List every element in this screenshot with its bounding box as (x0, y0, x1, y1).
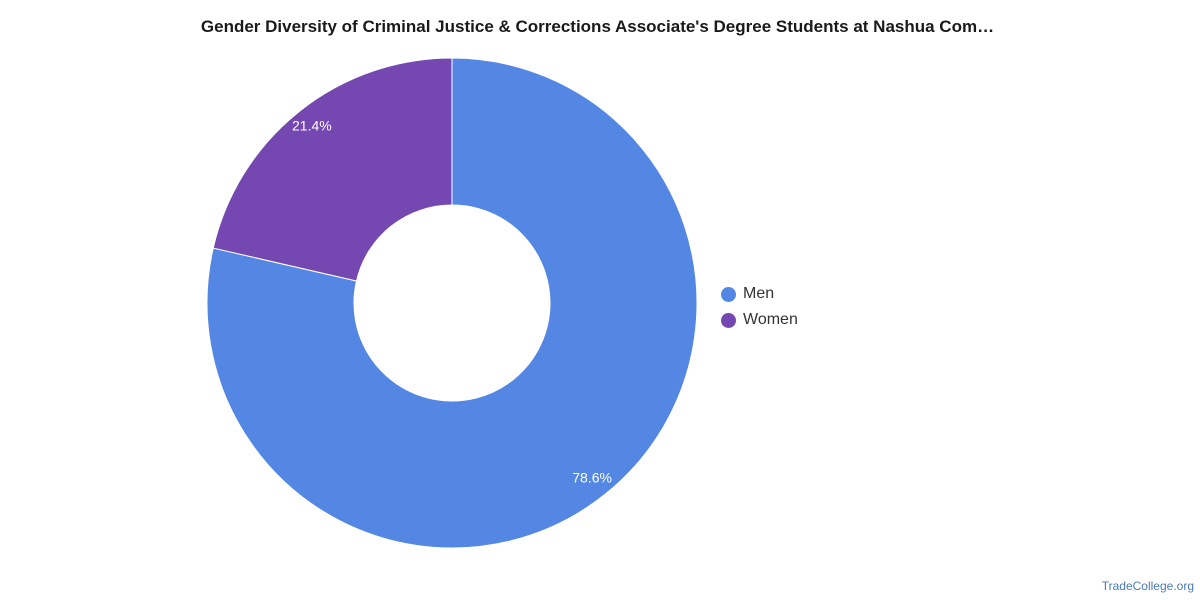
slice-label-men: 78.6% (572, 470, 612, 486)
slice-women[interactable] (212, 57, 453, 282)
slice-labels-group: 78.6% 21.4% (292, 118, 612, 486)
slice-men[interactable] (206, 57, 698, 549)
legend-item-men[interactable]: Men (721, 281, 798, 307)
legend-label-women: Women (743, 311, 798, 328)
legend-item-women[interactable]: Women (721, 307, 798, 333)
slices-group (206, 57, 698, 549)
slice-label-women: 21.4% (292, 118, 332, 134)
legend-label-men: Men (743, 285, 775, 302)
legend-swatch-women (721, 312, 736, 328)
chart-title: Gender Diversity of Criminal Justice & C… (200, 17, 995, 36)
legend-swatch-men (721, 286, 736, 302)
legend: Men Women (721, 281, 798, 333)
watermark-link[interactable]: TradeCollege.org (1101, 579, 1194, 593)
